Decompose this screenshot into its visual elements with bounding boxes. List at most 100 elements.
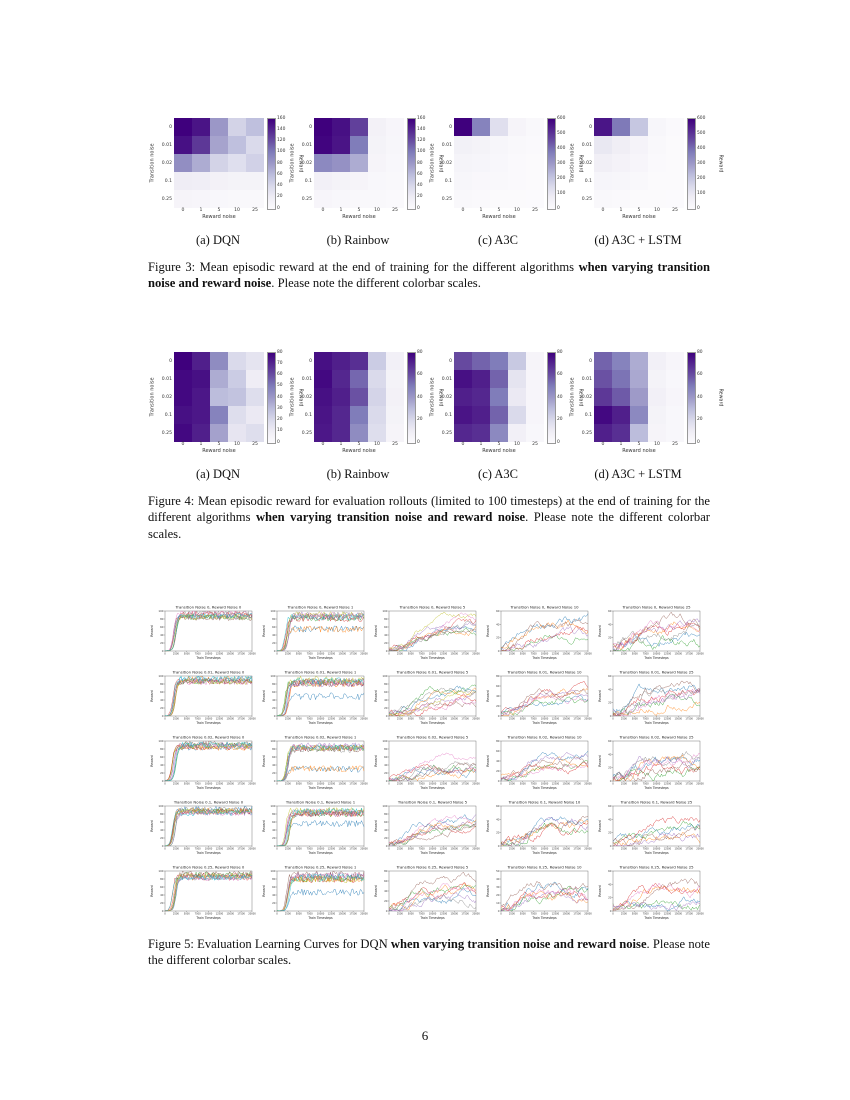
colorbar-gradient: [547, 118, 556, 210]
heatmap-cell: [246, 388, 264, 406]
plot-title: Transition Noise 0.25, Reward Noise 0: [172, 865, 245, 870]
x-tick-label: 7500: [419, 913, 426, 916]
heatmap-cell: [368, 388, 386, 406]
heatmap-cell: [210, 352, 228, 370]
plot-frame: [388, 870, 477, 912]
colorbar-tick-label: 0: [697, 205, 700, 211]
heatmap-grid: [594, 118, 684, 208]
x-tick-label: 15000: [226, 783, 234, 786]
colorbar-tick-label: 20: [277, 194, 283, 200]
x-tick-label: 12500: [552, 848, 560, 851]
x-tick-label: 20000: [472, 913, 480, 916]
curve-line: [612, 821, 701, 845]
x-tick-label: 7500: [419, 653, 426, 656]
curve-line: [612, 631, 701, 651]
y-tick-label: 20: [384, 706, 388, 710]
heatmap-panel-a3c: Transition noise 0 0.01 0.02 0.1 0.25 600 500 40…: [428, 116, 583, 221]
heatmap-cell: [526, 424, 544, 442]
heatmap-cell: [594, 172, 612, 190]
colorbar-tick-label: 50: [277, 383, 283, 389]
x-tick-label: 25: [532, 208, 538, 213]
curve-line: [388, 822, 477, 847]
y-tick-label: 40: [608, 752, 612, 756]
curve-line: [613, 832, 701, 846]
curve-line: [165, 808, 253, 847]
learning-curve-plot: Transition Noise 0.01, Reward Noise 25 0 2…: [596, 668, 708, 733]
x-tick-label: 12500: [328, 783, 336, 786]
x-tick-label: 15000: [674, 653, 682, 656]
y-tick-label: 80: [272, 812, 276, 816]
curve-line: [500, 696, 589, 716]
learning-curve-svg: Transition Noise 0.25, Reward Noise 25 0 2…: [598, 865, 704, 921]
heatmap-cell: [472, 136, 490, 154]
heatmap-cell: [210, 118, 228, 136]
x-tick-label: 0: [388, 913, 390, 916]
curve-line: [388, 887, 477, 912]
y-tick-label: 40: [608, 622, 612, 626]
x-tick-label: 25: [672, 208, 678, 213]
y-axis-label: Reward: [486, 755, 490, 767]
learning-curve-svg: Transition Noise 0.01, Reward Noise 0 0 20…: [150, 670, 256, 726]
y-axis-label: Reward: [598, 820, 602, 832]
plot-title: Transition Noise 0.02, Reward Noise 0: [172, 735, 245, 740]
x-tick-label: 17500: [573, 913, 581, 916]
curve-line: [276, 872, 365, 912]
x-tick-label: 0: [612, 913, 614, 916]
x-tick-label: 7500: [419, 848, 426, 851]
heatmap-cell: [314, 136, 332, 154]
plot-title: Transition Noise 0.02, Reward Noise 5: [396, 735, 469, 740]
x-tick-label: 10000: [541, 913, 549, 916]
y-tick-label: 100: [270, 674, 275, 678]
colorbar: 80 60 40 20 0 Reward: [547, 350, 582, 445]
x-tick-label: 12500: [328, 718, 336, 721]
x-tick-label: 17500: [349, 848, 357, 851]
x-tick-label: 7500: [643, 913, 650, 916]
x-tick-label: 5: [357, 442, 361, 447]
x-tick-label: 0: [276, 653, 278, 656]
heatmap-cell: [454, 352, 472, 370]
y-tick-label: 60: [608, 609, 612, 613]
x-tick-label: 7500: [307, 718, 314, 721]
y-tick-label: 0: [169, 358, 172, 364]
curve-line: [500, 681, 589, 714]
y-tick-label: 100: [158, 804, 163, 808]
x-axis-label: Train Timesteps: [419, 851, 445, 855]
y-tick-label: 10: [496, 901, 500, 905]
y-tick-label: 0.02: [581, 160, 592, 166]
x-tick-labels: 0 1 5 10 25: [454, 442, 544, 447]
x-tick-label: 12500: [216, 848, 224, 851]
x-tick-labels: 0 1 5 10 25: [454, 208, 544, 213]
y-tick-label: 0: [274, 779, 276, 783]
x-tick-label: 7500: [307, 848, 314, 851]
x-axis-label: Train Timesteps: [643, 656, 669, 660]
heatmap-cell: [666, 190, 684, 208]
heatmap-cell: [472, 370, 490, 388]
learning-curve-svg: Transition Noise 0.25, Reward Noise 10 0 1…: [486, 865, 592, 921]
y-tick-label: 50: [496, 869, 500, 873]
x-tick-label: 12500: [216, 913, 224, 916]
learning-curve-plot: Transition Noise 0.01, Reward Noise 5 0 20…: [372, 668, 484, 733]
curve-line: [612, 620, 701, 649]
x-tick-label: 10000: [541, 718, 549, 721]
x-tick-label: 15000: [674, 783, 682, 786]
x-tick-label: 17500: [685, 653, 693, 656]
x-tick-label: 20000: [248, 913, 256, 916]
heatmap-cell: [526, 172, 544, 190]
curve-line: [277, 745, 365, 782]
curve-line: [612, 882, 701, 909]
plot-title: Transition Noise 0.01, Reward Noise 1: [284, 670, 357, 675]
x-tick-label: 20000: [696, 653, 704, 656]
heatmap-cell: [350, 190, 368, 208]
learning-curve-svg: Transition Noise 0.1, Reward Noise 1 0 20 4…: [262, 800, 368, 856]
learning-curve-svg: Transition Noise 0.01, Reward Noise 25 0 2…: [598, 670, 704, 726]
curve-line: [277, 765, 365, 782]
x-tick-label: 5000: [184, 913, 191, 916]
x-tick-label: 15000: [226, 718, 234, 721]
y-tick-label: 100: [382, 609, 387, 613]
heatmap-cell: [386, 352, 404, 370]
colorbar-tick-label: 0: [417, 439, 420, 445]
heatmap-cell: [386, 190, 404, 208]
heatmap-cell: [192, 406, 210, 424]
heatmap-cell: [612, 406, 630, 424]
y-tick-label: 60: [160, 755, 164, 759]
